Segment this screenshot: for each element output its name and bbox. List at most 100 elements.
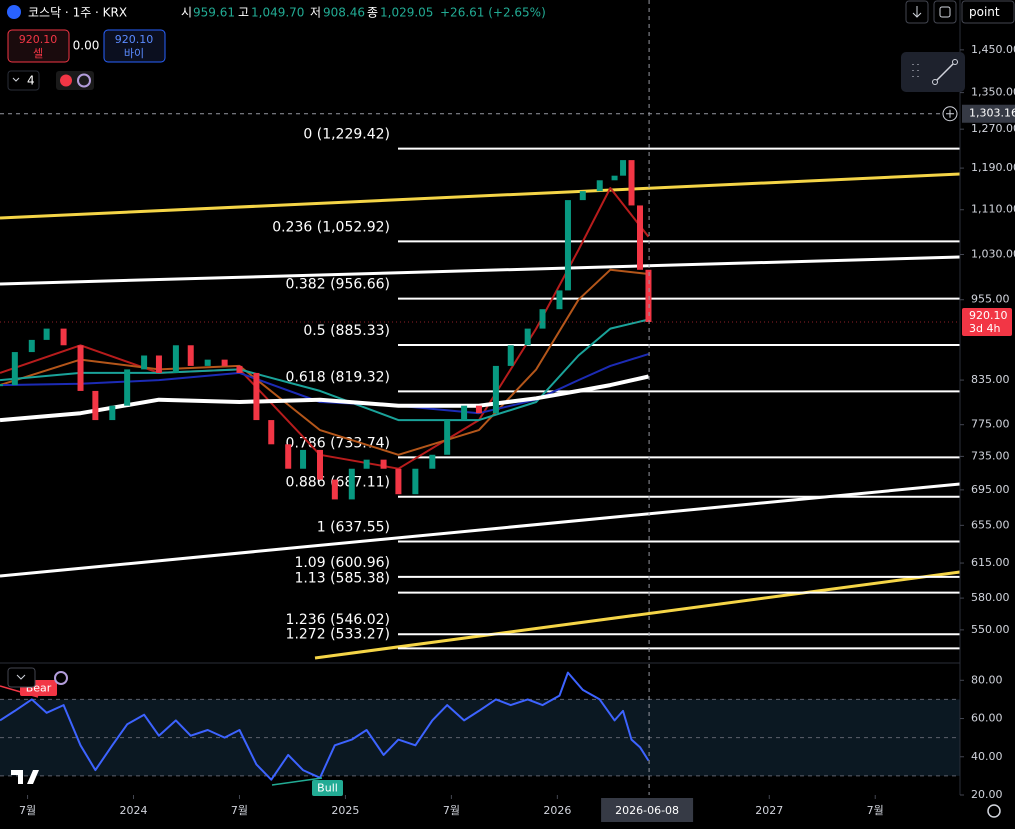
buy-label[interactable]: 바이 bbox=[124, 47, 144, 60]
candle bbox=[204, 359, 211, 366]
x-tick-label: 7월 bbox=[443, 804, 460, 817]
candle bbox=[236, 365, 243, 373]
x-tick-label: 2025 bbox=[331, 804, 359, 817]
crosshair-price: 1,303.16 bbox=[969, 107, 1015, 120]
down-icon bbox=[912, 6, 922, 18]
price-panel: 0 (1,229.42) 0.236 (1,052.92) 0.382 (956.6… bbox=[0, 127, 960, 650]
ohlc-label: 종 bbox=[367, 6, 378, 20]
divergence-line bbox=[271, 777, 323, 786]
trend-line-icon bbox=[952, 59, 958, 65]
moving-average bbox=[0, 268, 649, 456]
candle bbox=[77, 345, 84, 391]
drag-handle bbox=[912, 64, 919, 77]
y-tick-label: 60.00 bbox=[971, 712, 1003, 725]
ohlc-value: 908.46 bbox=[323, 6, 365, 20]
candle bbox=[317, 449, 323, 480]
spread: 0.00 bbox=[73, 39, 100, 53]
crosshair-date: 2026-06-08 bbox=[615, 804, 679, 817]
candle bbox=[628, 160, 635, 206]
fib-label: 0 (1,229.42) bbox=[303, 127, 390, 143]
logo[interactable] bbox=[11, 770, 39, 784]
sell-button[interactable] bbox=[7, 29, 70, 63]
y-tick-label: 550.00 bbox=[971, 623, 1010, 636]
candle bbox=[556, 290, 563, 310]
error-icon bbox=[60, 74, 72, 87]
reload-icon bbox=[77, 73, 91, 88]
fib-label: 0.236 (1,052.92) bbox=[272, 219, 390, 235]
y-tick-label: 955.00 bbox=[971, 293, 1010, 306]
ohlc-label: 고 bbox=[238, 6, 249, 20]
y-tick-label: 1,450.00 bbox=[971, 43, 1015, 56]
candle bbox=[331, 479, 338, 500]
candle bbox=[412, 468, 419, 495]
settings-icon[interactable] bbox=[987, 804, 1001, 818]
buy-button[interactable] bbox=[103, 29, 166, 63]
x-tick-label: 7월 bbox=[867, 804, 884, 817]
fib-label: 0.5 (885.33) bbox=[303, 323, 390, 339]
trend-line-icon bbox=[932, 79, 938, 85]
candle bbox=[285, 444, 292, 469]
fib-label: 0.786 (733.74) bbox=[286, 435, 390, 451]
candle bbox=[172, 345, 179, 373]
indicator-count[interactable]: 4 bbox=[27, 74, 35, 88]
candle bbox=[395, 468, 402, 495]
candle bbox=[60, 328, 67, 346]
fib-label: 1.09 (600.96) bbox=[294, 555, 390, 571]
fullscreen-button[interactable] bbox=[933, 0, 957, 24]
scale-mode[interactable]: point bbox=[969, 5, 1000, 19]
candle bbox=[11, 352, 18, 386]
ohlc-value: 1,049.70 bbox=[251, 6, 304, 20]
ohlc-label: 시 bbox=[181, 6, 192, 20]
fullscreen-icon bbox=[939, 6, 951, 18]
last-price-label: 920.10 bbox=[969, 309, 1008, 322]
annotation: Bull bbox=[317, 782, 338, 795]
candle bbox=[645, 269, 652, 323]
fib-label: 1.236 (546.02) bbox=[286, 612, 390, 628]
ohlc-label: 저 bbox=[310, 6, 321, 20]
candle bbox=[637, 205, 643, 270]
symbol-icon[interactable] bbox=[7, 5, 21, 19]
countdown: 3d 4h bbox=[969, 322, 1000, 335]
x-tick-label: 7월 bbox=[231, 804, 248, 817]
candle bbox=[124, 369, 131, 406]
y-tick-label: 615.00 bbox=[971, 556, 1010, 569]
sell-label[interactable]: 셀 bbox=[33, 47, 43, 60]
trend-line bbox=[0, 255, 961, 286]
y-tick-label: 1,030.00 bbox=[971, 247, 1015, 260]
y-tick-label: 80.00 bbox=[971, 673, 1003, 686]
ohlc-value: 959.61 bbox=[193, 6, 235, 20]
symbol[interactable]: 코스닥 · 1주 · KRX bbox=[28, 6, 127, 20]
pane-toggle[interactable] bbox=[7, 667, 36, 688]
indicators-toggle[interactable] bbox=[7, 70, 40, 91]
candle bbox=[492, 365, 499, 414]
fib-label: 1.272 (533.27) bbox=[286, 626, 390, 642]
candle bbox=[507, 345, 514, 366]
rsi-line bbox=[0, 671, 650, 781]
candle bbox=[253, 372, 260, 421]
candle bbox=[380, 459, 387, 469]
candle bbox=[524, 328, 531, 346]
last-price-tag bbox=[962, 308, 1012, 337]
y-tick-label: 735.00 bbox=[971, 449, 1010, 462]
y-tick-label: 40.00 bbox=[971, 750, 1003, 763]
ohlc-value: 1,029.05 bbox=[380, 6, 433, 20]
moving-average bbox=[0, 318, 649, 422]
scale-button[interactable] bbox=[961, 0, 1015, 24]
drawing-tool[interactable] bbox=[901, 52, 965, 92]
candle bbox=[268, 420, 275, 445]
trend-line bbox=[0, 482, 961, 578]
fib-label: 1 (637.55) bbox=[317, 519, 390, 535]
fib-label: 1.13 (585.38) bbox=[294, 571, 390, 587]
candle bbox=[28, 339, 35, 353]
y-tick-label: 775.00 bbox=[971, 418, 1010, 431]
y-tick-label: 1,350.00 bbox=[971, 86, 1015, 99]
y-tick-label: 1,190.00 bbox=[971, 161, 1015, 174]
buy-price[interactable]: 920.10 bbox=[115, 33, 154, 46]
sell-price[interactable]: 920.10 bbox=[19, 33, 58, 46]
add-alert-icon bbox=[946, 109, 954, 118]
candle bbox=[620, 160, 627, 176]
